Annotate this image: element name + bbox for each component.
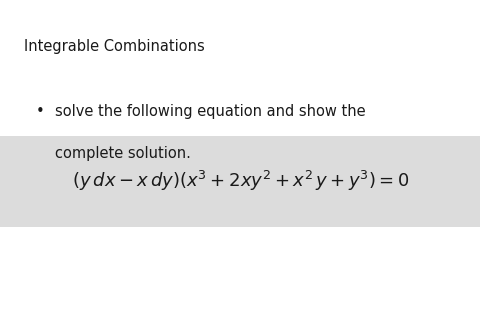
Text: •: •	[36, 104, 45, 119]
Text: $(y\,dx - x\,dy)(x^3 + 2xy^2 + x^2\,y + y^3) = 0$: $(y\,dx - x\,dy)(x^3 + 2xy^2 + x^2\,y + …	[72, 169, 408, 193]
Text: solve the following equation and show the: solve the following equation and show th…	[55, 104, 365, 119]
Text: complete solution.: complete solution.	[55, 146, 191, 161]
FancyBboxPatch shape	[0, 136, 480, 227]
Text: Integrable Combinations: Integrable Combinations	[24, 39, 204, 54]
